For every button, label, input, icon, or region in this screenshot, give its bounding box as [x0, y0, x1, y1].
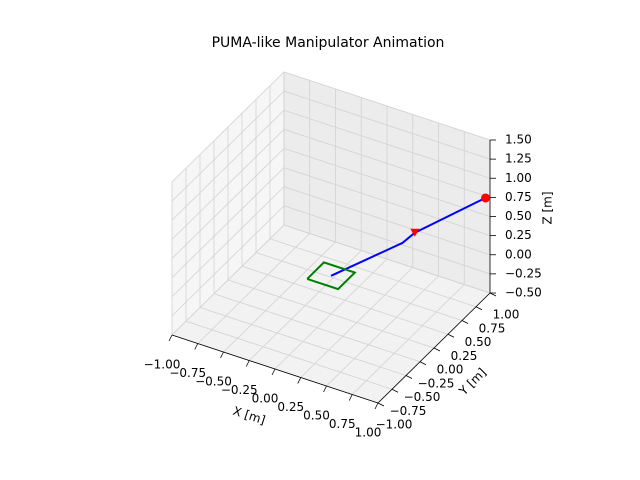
grid-line	[255, 252, 463, 321]
grid-line	[269, 238, 477, 308]
y-tick	[433, 347, 441, 352]
grid-line	[283, 167, 491, 237]
series-line	[306, 261, 357, 291]
y-tick-label: −0.25	[418, 376, 455, 390]
grid-line	[185, 320, 393, 390]
z-axis-label: Z [m]	[541, 191, 555, 224]
grid-line	[171, 205, 285, 317]
y-tick-label: 0.00	[437, 363, 464, 377]
grid-line	[171, 109, 285, 221]
y-tick	[391, 388, 399, 393]
z-tick-label: 0.50	[505, 209, 532, 223]
x-tick-label: −0.25	[221, 383, 258, 397]
series-line	[330, 197, 486, 277]
x-tick	[297, 377, 302, 384]
x-tick-label: 0.00	[252, 392, 279, 406]
y-tick-label: 0.25	[451, 349, 478, 363]
z-tick-label: 0.00	[505, 247, 532, 261]
x-tick-label: 0.50	[303, 409, 330, 423]
y-tick-label: −0.75	[390, 404, 427, 418]
z-tick-label: −0.25	[505, 266, 542, 280]
x-tick	[348, 394, 353, 401]
y-tick	[489, 292, 497, 297]
y-tick	[461, 320, 469, 324]
x-tick-label: −0.50	[195, 375, 232, 389]
grid-line	[283, 90, 491, 160]
grid-line	[171, 224, 285, 336]
marker	[410, 228, 420, 237]
y-tick	[447, 333, 455, 338]
grid-line	[171, 90, 285, 202]
grid-line	[171, 148, 285, 259]
grid-line	[283, 224, 491, 294]
z-tick-label: 1.25	[505, 152, 532, 166]
grid-line	[171, 129, 285, 240]
z-tick-label: 0.75	[505, 190, 532, 204]
marker	[481, 193, 491, 203]
grid-line	[283, 128, 491, 198]
x-tick-label: −1.00	[144, 358, 181, 372]
grid-line	[171, 167, 285, 278]
x-tick	[271, 368, 276, 376]
grid-line	[171, 186, 285, 298]
x-tick	[220, 351, 224, 359]
z-tick-label: 0.25	[505, 228, 532, 242]
y-tick	[377, 402, 385, 407]
x-tick-label: −0.75	[169, 366, 206, 380]
grid-line	[227, 279, 435, 349]
grid-line	[283, 71, 491, 141]
y-tick-label: 1.00	[493, 308, 520, 322]
grid-line	[283, 148, 491, 217]
x-tick-label: 1.00	[355, 426, 382, 440]
x-tick	[194, 343, 199, 350]
x-tick-label: 0.25	[277, 400, 304, 414]
grid-line	[283, 186, 491, 256]
x-tick	[168, 334, 173, 342]
y-tick-label: 0.75	[479, 321, 506, 335]
grid-line	[171, 71, 285, 183]
y-tick	[419, 361, 427, 366]
grid-line	[283, 205, 491, 275]
x-tick	[374, 402, 379, 410]
x-tick-label: 0.75	[329, 417, 356, 431]
x-tick	[323, 385, 327, 393]
y-tick-label: 0.50	[465, 335, 492, 349]
y-tick-label: −1.00	[376, 418, 413, 432]
y-tick	[405, 375, 413, 379]
x-tick	[245, 360, 250, 367]
grid-line	[213, 293, 421, 363]
y-tick	[475, 306, 483, 311]
x-axis-label: X [m]	[231, 404, 267, 428]
y-tick-label: −0.50	[404, 390, 441, 404]
chart-title: PUMA-like Manipulator Animation	[212, 35, 445, 51]
z-tick-label: 1.50	[505, 133, 532, 147]
z-tick-label: −0.50	[505, 286, 542, 300]
grid-line	[241, 265, 449, 335]
grid-line	[283, 109, 491, 179]
z-tick-label: 1.00	[505, 171, 532, 185]
grid-line	[199, 307, 407, 376]
